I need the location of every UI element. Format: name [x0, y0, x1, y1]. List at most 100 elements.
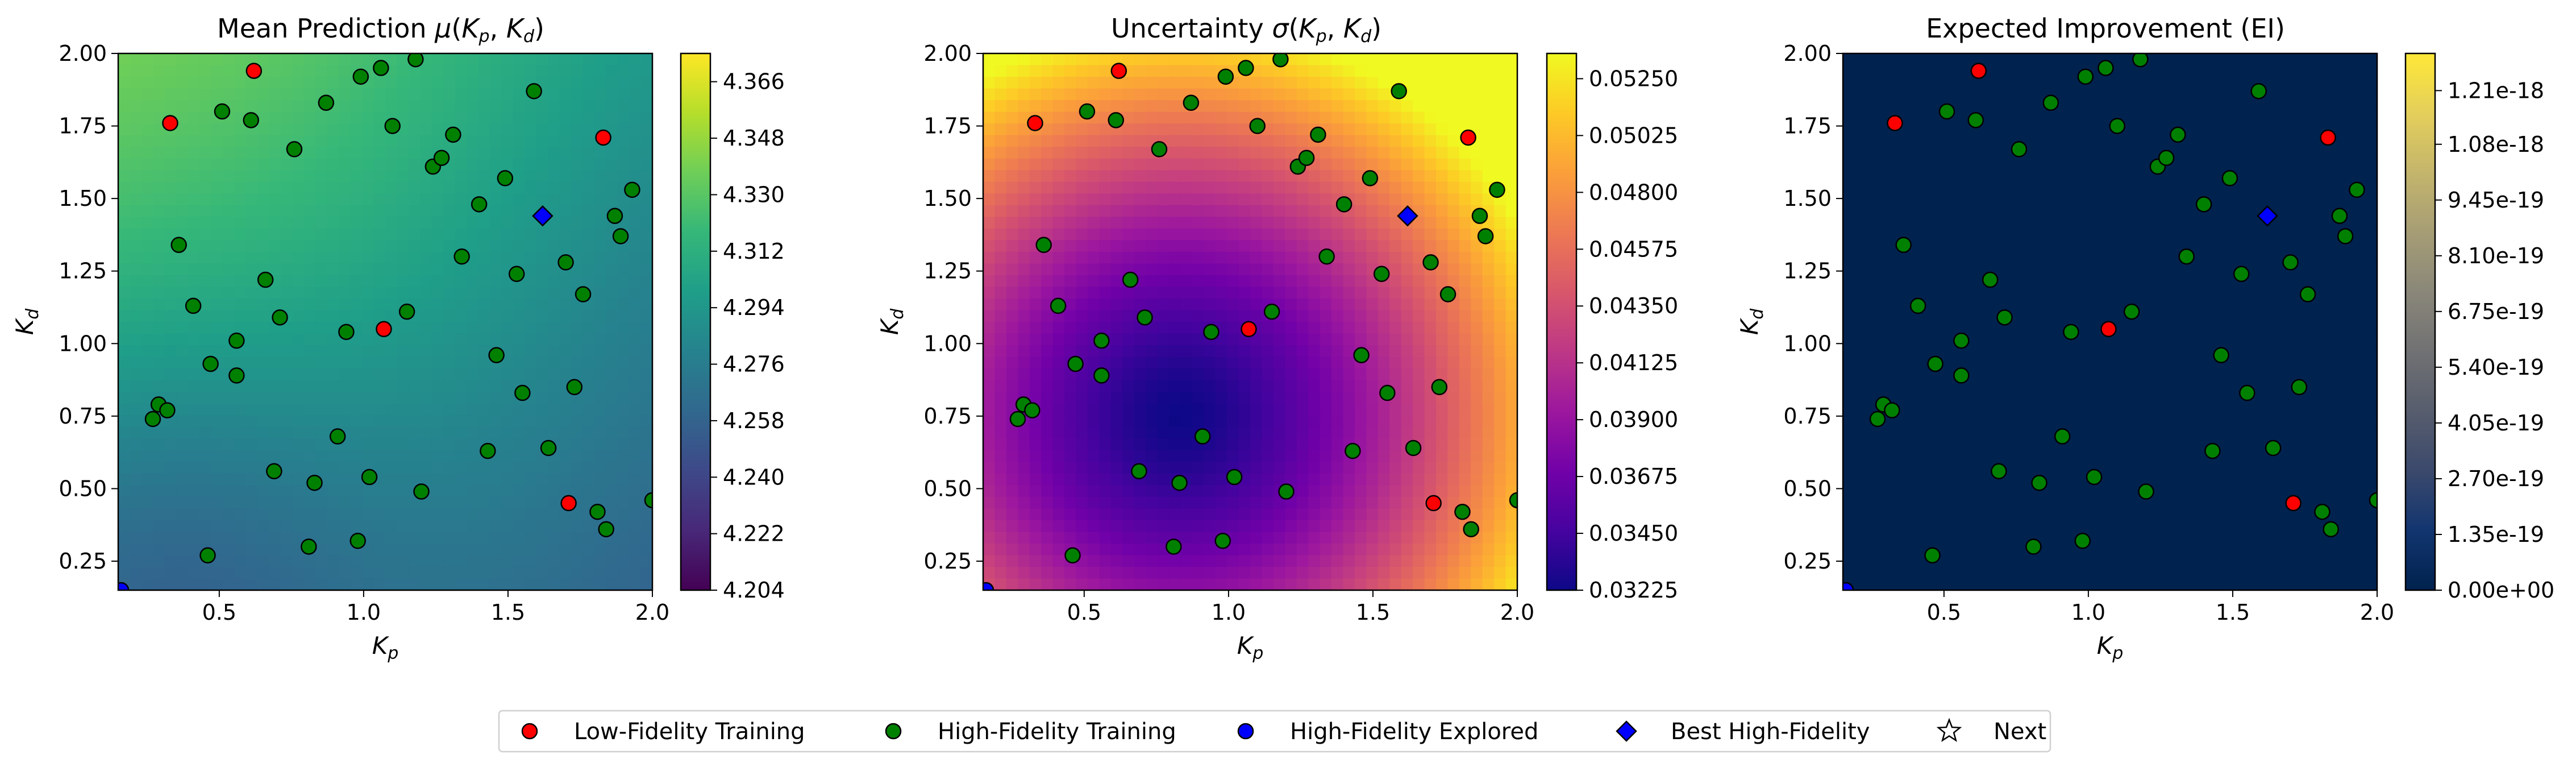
heatmap-cell — [339, 566, 351, 579]
heatmap-cell — [1250, 496, 1263, 509]
heatmap-cell — [467, 380, 479, 392]
heatmap-cell — [1912, 205, 1925, 218]
heatmap-cell — [1215, 111, 1227, 124]
high-fidelity-point — [1489, 181, 1505, 198]
heatmap-cell — [1052, 53, 1065, 66]
heatmap-cell — [339, 578, 351, 591]
heatmap-cell — [1168, 205, 1181, 218]
heatmap-cell — [1505, 368, 1518, 381]
heatmap-cell — [1459, 345, 1472, 358]
heatmap-cell — [525, 228, 537, 241]
heatmap-cell — [1099, 462, 1112, 474]
heatmap-cell — [1110, 392, 1123, 404]
heatmap-cell — [443, 111, 456, 124]
heatmap-cell — [385, 251, 398, 264]
heatmap-cell — [1866, 158, 1879, 171]
heatmap-cell — [994, 566, 1007, 579]
heatmap-cell — [269, 251, 281, 264]
heatmap-cell — [1343, 543, 1355, 556]
heatmap-cell — [385, 520, 398, 533]
heatmap-cell — [983, 158, 996, 171]
heatmap-cell — [211, 450, 223, 463]
heatmap-cell — [118, 217, 131, 229]
heatmap-cell — [1227, 181, 1239, 194]
high-fidelity-point — [1263, 303, 1280, 320]
heatmap-cell — [489, 205, 502, 218]
heatmap-cell — [362, 438, 374, 451]
heatmap-cell — [1168, 496, 1181, 509]
heatmap-cell — [153, 170, 165, 183]
heatmap-cell — [1006, 356, 1019, 369]
heatmap-cell — [1052, 345, 1065, 358]
high-fidelity-point — [243, 112, 259, 128]
heatmap-cell — [1273, 193, 1286, 206]
heatmap-cell — [245, 462, 259, 474]
heatmap-cell — [1424, 205, 1437, 218]
heatmap-cell — [1505, 392, 1518, 404]
heatmap-cell — [1878, 123, 1890, 136]
heatmap-cell — [525, 403, 537, 416]
heatmap-cell — [292, 275, 305, 288]
heatmap-cell — [141, 298, 154, 311]
heatmap-cell — [1296, 345, 1309, 358]
heatmap-cell — [327, 345, 340, 358]
heatmap-cell — [1041, 298, 1054, 311]
heatmap-cell — [1959, 426, 1971, 440]
heatmap-cell — [153, 473, 165, 486]
heatmap-cell — [1494, 100, 1507, 113]
heatmap-cell — [1018, 543, 1030, 556]
heatmap-cell — [1854, 251, 1867, 264]
heatmap-cell — [1447, 88, 1460, 101]
heatmap-cell — [1354, 65, 1367, 77]
heatmap-cell — [234, 450, 247, 463]
heatmap-cell — [1227, 508, 1239, 521]
heatmap-cell — [1505, 205, 1518, 218]
heatmap-cell — [1052, 193, 1065, 206]
heatmap-cell — [513, 426, 526, 440]
heatmap-cell — [1204, 251, 1216, 264]
heatmap-cell — [385, 368, 398, 381]
heatmap-cell — [292, 298, 305, 311]
heatmap-cell — [1192, 77, 1205, 89]
heatmap-cell — [1296, 53, 1309, 66]
heatmap-cell — [1192, 322, 1205, 334]
heatmap-cell — [1320, 473, 1332, 486]
heatmap-cell — [315, 310, 328, 322]
heatmap-cell — [640, 473, 653, 486]
heatmap-cell — [1134, 287, 1146, 299]
heatmap-cell — [1924, 392, 1937, 404]
heatmap-cell — [1110, 158, 1123, 171]
heatmap-cell — [362, 147, 374, 159]
heatmap-cell — [199, 263, 212, 276]
heatmap-cell — [1970, 345, 1983, 358]
heatmap-cell — [467, 450, 479, 463]
heatmap-cell — [1447, 275, 1460, 288]
heatmap-cell — [443, 205, 456, 218]
heatmap-cell — [1018, 217, 1030, 229]
heatmap-cell — [1401, 485, 1413, 497]
heatmap-cell — [983, 193, 996, 206]
heatmap-cell — [478, 217, 490, 229]
heatmap-cell — [1041, 111, 1054, 124]
heatmap-cell — [281, 263, 293, 276]
heatmap-cell — [188, 158, 200, 171]
heatmap-cell — [431, 356, 444, 369]
heatmap-cell — [339, 508, 351, 521]
heatmap-cell — [1424, 77, 1437, 89]
heatmap-cell — [1273, 566, 1286, 579]
heatmap-cell — [362, 88, 374, 101]
heatmap-cell — [281, 532, 293, 544]
heatmap-cell — [130, 462, 142, 474]
heatmap-cell — [397, 217, 409, 229]
heatmap-cell — [1389, 345, 1402, 358]
heatmap-cell — [1912, 111, 1925, 124]
heatmap-cell — [1494, 170, 1507, 183]
heatmap-cell — [1413, 532, 1425, 544]
heatmap-cell — [1866, 170, 1879, 183]
heatmap-cell — [373, 520, 386, 533]
heatmap-cell — [1134, 111, 1146, 124]
heatmap-cell — [1180, 520, 1193, 533]
heatmap-cell — [1099, 403, 1112, 416]
heatmap-cell — [1157, 356, 1170, 369]
heatmap-cell — [582, 403, 595, 416]
